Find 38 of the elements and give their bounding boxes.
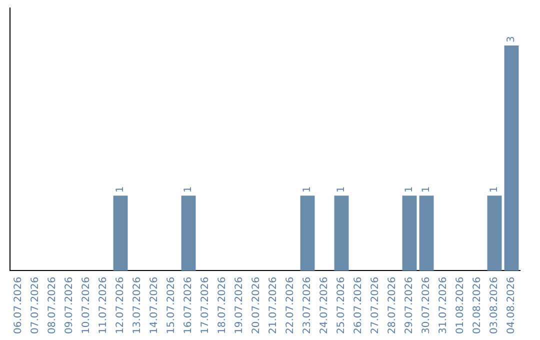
x-tick-label: 22.07.2026 xyxy=(285,276,296,334)
data-label: 1 xyxy=(302,186,314,193)
x-tick-label: 06.07.2026 xyxy=(13,276,24,334)
data-label: 3 xyxy=(506,36,518,43)
data-label: 1 xyxy=(115,186,126,193)
x-tick-label: 08.07.2026 xyxy=(47,276,58,334)
x-tick-label: 16.07.2026 xyxy=(183,276,194,334)
data-label: 1 xyxy=(404,186,416,193)
x-tick-label: 11.07.2026 xyxy=(98,276,110,334)
x-tick-label: 09.07.2026 xyxy=(64,276,76,334)
x-tick-label: 17.07.2026 xyxy=(200,276,212,334)
data-label: 1 xyxy=(421,186,432,193)
x-tick-label: 31.07.2026 xyxy=(438,276,450,334)
x-tick-label: 25.07.2026 xyxy=(336,276,348,334)
x-tick-label: 27.07.2026 xyxy=(370,276,382,334)
x-tick-label: 26.07.2026 xyxy=(353,276,364,334)
x-tick-label: 14.07.2026 xyxy=(149,276,160,334)
x-tick-label: 10.07.2026 xyxy=(81,276,92,334)
x-tick-label: 18.07.2026 xyxy=(217,276,228,334)
x-tick-label: 19.07.2026 xyxy=(234,276,246,334)
x-tick-label: 12.07.2026 xyxy=(115,276,126,334)
x-tick-label: 13.07.2026 xyxy=(132,276,144,334)
x-tick-label: 01.08.2026 xyxy=(455,276,466,334)
x-tick-label: 07.07.2026 xyxy=(30,276,42,334)
x-tick-label: 24.07.2026 xyxy=(319,276,330,334)
x-tick-label: 23.07.2026 xyxy=(302,276,314,334)
x-tick-label: 20.07.2026 xyxy=(251,276,262,334)
x-tick-label: 02.08.2026 xyxy=(472,276,484,334)
x-tick-label: 28.07.2026 xyxy=(387,276,398,334)
x-tick-label: 04.08.2026 xyxy=(506,276,518,334)
x-tick-label: 15.07.2026 xyxy=(166,276,178,334)
x-tick-label: 29.07.2026 xyxy=(404,276,416,334)
data-label: 1 xyxy=(336,186,348,193)
x-tick-label: 21.07.2026 xyxy=(268,276,280,334)
data-label: 1 xyxy=(183,186,194,193)
data-label: 1 xyxy=(489,186,500,193)
x-tick-label: 03.08.2026 xyxy=(489,276,500,334)
x-tick-label: 30.07.2026 xyxy=(421,276,432,334)
